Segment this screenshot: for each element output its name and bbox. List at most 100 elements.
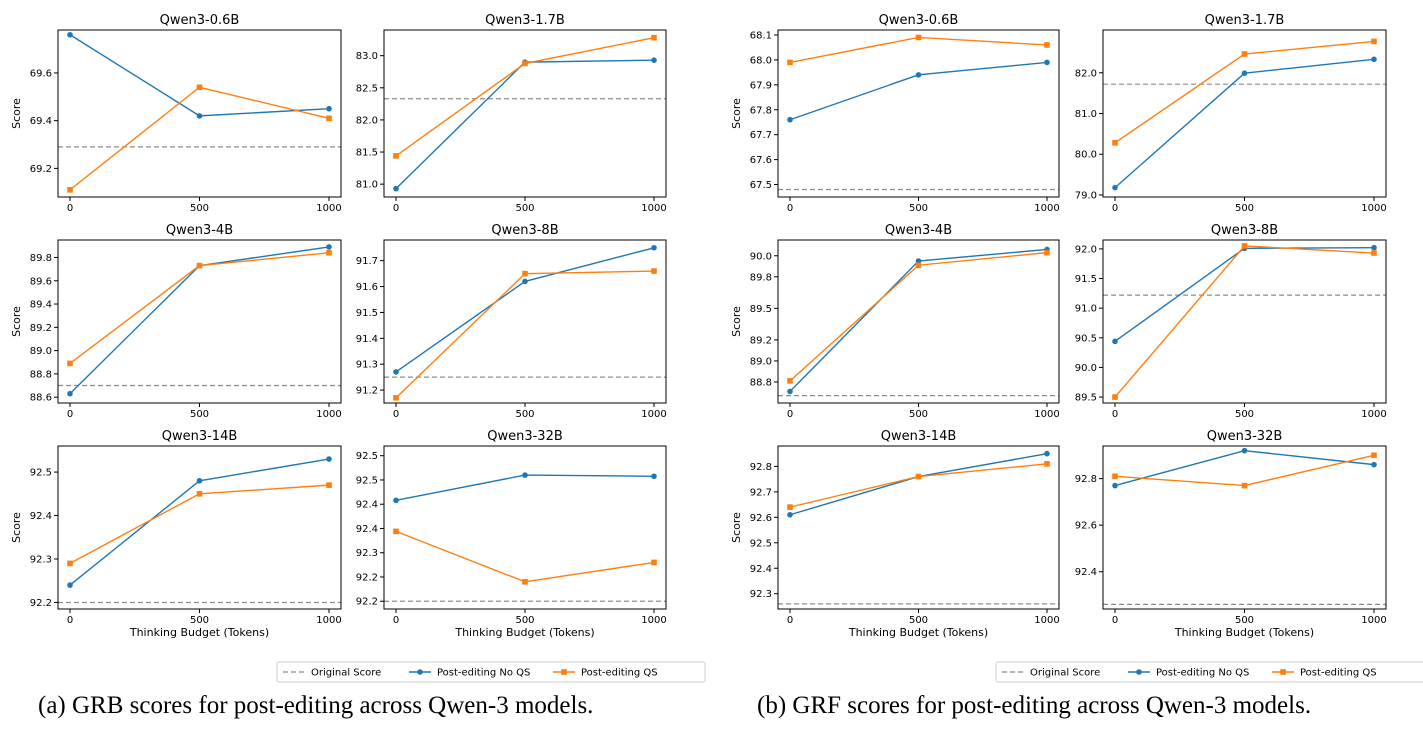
- y-tick-label: 68.1: [750, 30, 772, 41]
- y-tick-label: 90.0: [750, 251, 772, 262]
- legend: Original Score Post-editing No QS Post-edi…: [995, 661, 1423, 683]
- x-tick-label: 1000: [1361, 615, 1386, 626]
- y-tick-label: 82.5: [356, 83, 378, 94]
- x-tick-label: 0: [393, 409, 399, 420]
- series-line-no-qs: [395, 59, 655, 190]
- data-point-no-qs: [393, 369, 399, 375]
- data-point-qs: [915, 473, 922, 480]
- data-point-no-qs: [1371, 461, 1377, 468]
- y-tick-label: 91.3: [356, 360, 378, 371]
- y-tick-label: 67.9: [750, 80, 772, 91]
- subplot: Qwen3-8B 0 500 1000 89.5 90.0 90.5 91.0 91.5 92.0: [1075, 223, 1387, 420]
- data-point-no-qs: [522, 278, 528, 285]
- subplot-title: Qwen3-14B: [162, 429, 238, 444]
- x-tick-label: 1000: [641, 203, 666, 214]
- data-point-no-qs: [196, 113, 203, 119]
- legend-marker-qs: [1280, 669, 1286, 675]
- y-tick-label: 92.4: [750, 564, 772, 575]
- x-tick-label: 0: [67, 203, 73, 214]
- y-tick-label: 92.2: [356, 572, 378, 583]
- x-tick-label: 0: [393, 615, 399, 626]
- data-point-no-qs: [1112, 482, 1118, 489]
- data-point-qs: [393, 395, 399, 401]
- y-axis-label: Score: [730, 98, 743, 129]
- legend-label: Original Score: [311, 668, 381, 679]
- data-point-qs: [67, 560, 73, 567]
- y-tick-label: 92.4: [1075, 567, 1097, 578]
- subplot: Qwen3-14B 0 500 1000 92.3 92.4 92.5 92.6 92.7 92.…: [730, 429, 1060, 639]
- x-tick-label: 500: [515, 203, 534, 214]
- x-tick-label: 0: [393, 203, 399, 214]
- data-point-qs: [1241, 243, 1248, 249]
- series-line-qs: [789, 36, 1048, 64]
- subplot: Qwen3-1.7B 0 500 1000 79.0 80.0 81.0 82.0: [1075, 13, 1387, 214]
- x-tick-label: 0: [787, 615, 793, 626]
- subplot: Qwen3-32B 0 500 1000 92.4 92.6 92.8 Thinking Bu…: [1075, 429, 1387, 639]
- series-line-no-qs: [395, 247, 655, 373]
- subplot-title: Qwen3-0.6B: [879, 13, 959, 28]
- y-tick-label: 88.8: [30, 369, 52, 380]
- data-point-no-qs: [393, 185, 399, 192]
- data-point-qs: [393, 153, 399, 159]
- y-tick-label: 91.2: [356, 386, 378, 397]
- subplot: Qwen3-4B 0 500 1000 88.8 89.0 89.2 89.5 89.8 90.0…: [730, 223, 1060, 420]
- data-point-qs: [196, 491, 203, 497]
- data-point-no-qs: [651, 57, 657, 63]
- y-tick-label: 89.2: [750, 335, 772, 346]
- y-tick-label: 92.2: [356, 597, 378, 608]
- data-point-no-qs: [1112, 184, 1118, 191]
- caption-grb: (a) GRB scores for post-editing across Q…: [38, 692, 594, 719]
- x-tick-label: 1000: [316, 615, 341, 626]
- x-tick-label: 1000: [316, 409, 341, 420]
- y-tick-label: 92.6: [1075, 521, 1097, 532]
- data-point-qs: [1371, 38, 1377, 45]
- y-tick-label: 92.5: [30, 468, 52, 479]
- data-point-qs: [787, 504, 793, 510]
- data-point-no-qs: [1241, 447, 1248, 454]
- y-tick-label: 89.4: [30, 300, 52, 311]
- y-tick-label: 92.8: [1075, 474, 1097, 485]
- y-tick-label: 89.2: [30, 323, 52, 334]
- y-tick-label: 89.8: [30, 253, 52, 264]
- y-tick-label: 69.6: [30, 68, 52, 79]
- series-line-qs: [395, 270, 655, 399]
- subplot: Qwen3-0.6B 0 500 1000 67.5 67.6 67.7 67.8 67.9 68…: [730, 13, 1060, 214]
- y-tick-label: 88.6: [30, 393, 52, 404]
- series-line-no-qs: [1114, 449, 1375, 487]
- x-tick-label: 0: [1112, 203, 1118, 214]
- y-tick-label: 80.0: [1075, 150, 1097, 161]
- axes-frame: [383, 29, 667, 198]
- data-point-no-qs: [651, 473, 657, 480]
- series-line-no-qs: [789, 248, 1048, 392]
- series-line-qs: [1114, 245, 1375, 398]
- data-point-qs: [1241, 51, 1248, 57]
- y-tick-label: 82.0: [1075, 68, 1097, 79]
- y-tick-label: 88.8: [750, 377, 772, 388]
- data-point-no-qs: [915, 258, 922, 264]
- series-line-no-qs: [789, 452, 1048, 516]
- y-tick-label: 92.5: [356, 451, 378, 462]
- data-point-qs: [196, 84, 203, 91]
- y-tick-label: 67.8: [750, 105, 772, 116]
- x-tick-label: 1000: [1034, 615, 1059, 626]
- y-axis-label: Score: [10, 306, 23, 337]
- y-tick-label: 91.5: [1075, 274, 1097, 285]
- y-tick-label: 67.7: [750, 130, 772, 141]
- y-tick-label: 82.0: [356, 115, 378, 126]
- y-tick-label: 79.0: [1075, 190, 1097, 201]
- subplot-title: Qwen3-8B: [1211, 223, 1278, 238]
- x-tick-label: 500: [190, 615, 209, 626]
- legend-label: Post-editing No QS: [1156, 668, 1249, 679]
- data-point-no-qs: [67, 390, 73, 397]
- y-tick-label: 92.3: [750, 589, 772, 600]
- data-point-qs: [1112, 394, 1118, 400]
- y-tick-label: 91.5: [356, 308, 378, 319]
- data-point-qs: [915, 262, 922, 269]
- subplot: Qwen3-32B 0 500 1000 92.2 92.2 92.3 92.4 92.4 92.…: [356, 429, 667, 639]
- x-tick-label: 0: [787, 203, 793, 214]
- caption-grf: (b) GRF scores for post-editing across Q…: [757, 692, 1312, 719]
- legend-label: Post-editing No QS: [437, 668, 530, 679]
- data-point-no-qs: [787, 388, 793, 395]
- subplot: Qwen3-4B 0 500 1000 88.6 88.8 89.0 89.2 89.4 89.6…: [10, 223, 342, 420]
- data-point-no-qs: [1371, 244, 1377, 251]
